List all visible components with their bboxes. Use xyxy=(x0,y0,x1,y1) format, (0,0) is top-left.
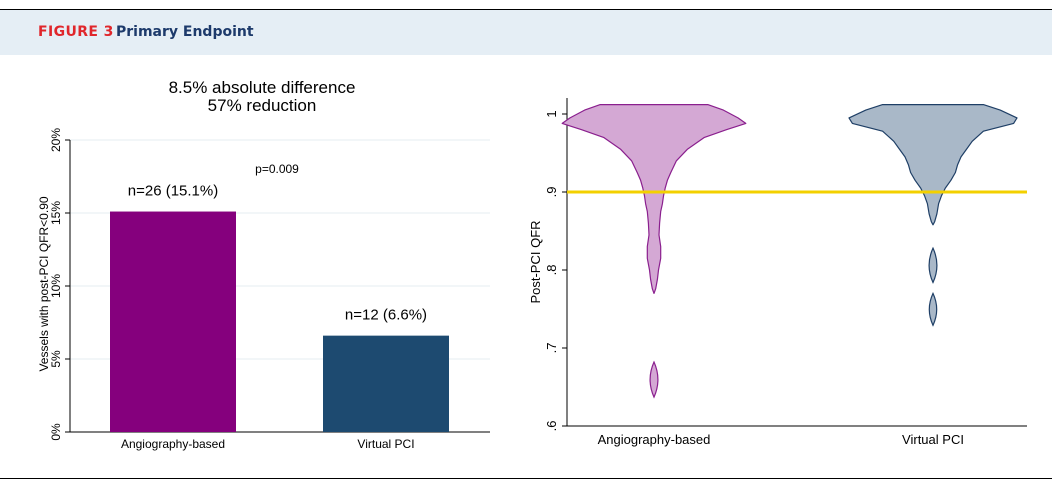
bottom-rule xyxy=(0,478,1052,479)
violin-angiography xyxy=(561,104,747,294)
bar-chart-title-line-1: 8.5% absolute difference xyxy=(169,78,356,97)
bar-y-tick-label-4: 20% xyxy=(49,128,63,152)
bar-y-tick-label-0: 0% xyxy=(49,423,63,441)
violin-island-1-1 xyxy=(928,291,938,327)
violin-island-1-0 xyxy=(928,246,938,284)
violin-category-label-1: Virtual PCI xyxy=(902,432,964,447)
violin-y-tick-label-2: .8 xyxy=(544,265,559,276)
bar-category-label-0: Angiography-based xyxy=(121,437,225,451)
violin-category-label-0: Angiography-based xyxy=(598,432,711,447)
bar-y-tick-label-3: 15% xyxy=(49,201,63,225)
violin-y-axis-label: Post-PCI QFR xyxy=(528,220,543,303)
top-rule xyxy=(0,9,1052,10)
bar-chart-y-axis-label: Vessels with post-PCI QFR<0.90 xyxy=(37,196,51,371)
bar-category-label-1: Virtual PCI xyxy=(357,437,414,451)
bar-virtual-pci xyxy=(323,335,449,432)
violin-y-tick-label-3: .9 xyxy=(544,187,559,198)
bar-chart-title-line-2: 57% reduction xyxy=(208,96,317,115)
violin-virtual-pci xyxy=(848,104,1018,226)
bar-y-tick-label-2: 10% xyxy=(49,274,63,298)
bar-chart-layer: 0% 5% 10% 15% 20% n=26 (15.1%) Angiography-bas… xyxy=(49,128,490,451)
figure-title: Primary Endpoint xyxy=(116,24,254,40)
violin-y-tick-label-0: .6 xyxy=(544,421,559,432)
violin-island-0-0 xyxy=(649,360,659,399)
violin-chart-layer: .6 .7 .8 .9 1 Angiography-based Virtual PCI xyxy=(544,98,1027,447)
bar-chart-annotation: p=0.009 xyxy=(255,162,299,176)
figure-header xyxy=(0,10,1052,55)
violin-y-tick-label-4: 1 xyxy=(544,110,559,117)
bar-value-label-1: n=12 (6.6%) xyxy=(345,307,427,324)
bar-angiography xyxy=(110,211,236,432)
violin-y-tick-label-1: .7 xyxy=(544,343,559,354)
figure-label: FIGURE 3 xyxy=(38,24,114,40)
bar-value-label-0: n=26 (15.1%) xyxy=(128,183,218,200)
bar-y-tick-label-1: 5% xyxy=(49,350,63,368)
